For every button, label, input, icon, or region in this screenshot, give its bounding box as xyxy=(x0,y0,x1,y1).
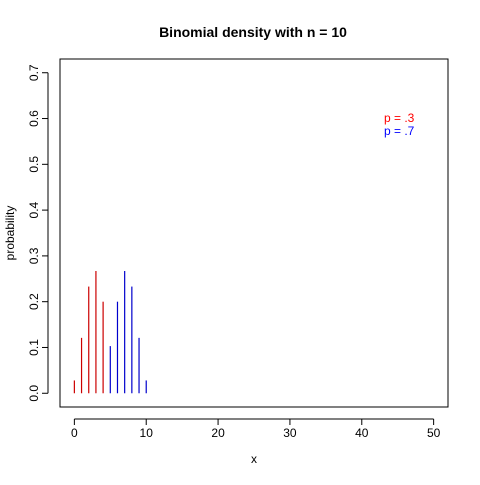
chart-title: Binomial density with n = 10 xyxy=(159,24,347,40)
y-axis-label: probability xyxy=(3,206,17,261)
x-tick-label: 20 xyxy=(211,426,225,440)
y-tick-label: 0.0 xyxy=(27,385,41,402)
y-tick-label: 0.5 xyxy=(27,156,41,173)
x-axis: 0 10 20 30 40 50 xyxy=(71,418,441,440)
bars xyxy=(73,271,147,394)
x-axis-label: x xyxy=(251,452,257,466)
y-tick-label: 0.2 xyxy=(27,293,41,310)
plot-frame xyxy=(59,58,449,408)
y-tick-label: 0.4 xyxy=(27,201,41,218)
legend: p = .3 p = .7 xyxy=(384,111,415,138)
y-tick-label: 0.6 xyxy=(27,110,41,127)
x-tick-label: 10 xyxy=(140,426,154,440)
y-tick-label: 0.1 xyxy=(27,339,41,356)
y-axis: 0.0 0.1 0.2 0.3 0.4 0.5 0.6 0.7 xyxy=(27,64,49,402)
legend-entry-p03: p = .3 xyxy=(384,111,415,125)
x-tick-label: 50 xyxy=(427,426,441,440)
x-tick-label: 0 xyxy=(71,426,78,440)
legend-entry-p07: p = .7 xyxy=(384,124,415,138)
y-tick-label: 0.3 xyxy=(27,247,41,264)
x-tick-label: 30 xyxy=(283,426,297,440)
y-tick-label: 0.7 xyxy=(27,64,41,81)
x-tick-label: 40 xyxy=(355,426,369,440)
